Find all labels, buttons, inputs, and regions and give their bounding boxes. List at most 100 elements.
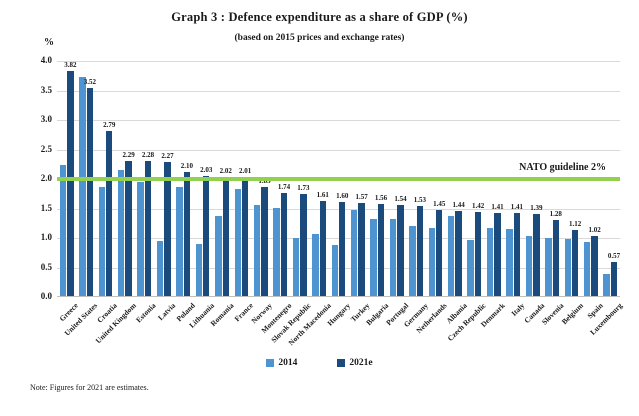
plot-area: 0.0 0.5 1.0 1.5 2.0 2.5 3.0 3.5 4.0 3.82 Greece 3.5… (41, 55, 624, 347)
value-label: 1.73 (297, 183, 310, 192)
value-label: 2.01 (239, 167, 252, 176)
bar-2021e (513, 212, 521, 296)
value-label: 1.42 (471, 202, 485, 211)
bar-2021e (591, 235, 598, 296)
bar-2021e (571, 229, 579, 296)
value-label: 2.02 (219, 166, 232, 175)
nato-guideline-label: NATO guideline 2% (519, 162, 606, 173)
value-label: 1.61 (316, 191, 329, 200)
bar-2014 (506, 228, 513, 296)
gridline (57, 120, 620, 121)
bar-2021e (300, 193, 307, 296)
y-tick-label: 1.0 (40, 232, 52, 242)
bar-2021e (241, 177, 249, 296)
bar-2021e (474, 212, 482, 296)
bar-2021e (86, 88, 93, 296)
value-label: 2.29 (122, 150, 135, 159)
bar-2014 (409, 226, 416, 296)
bar-2014 (176, 186, 183, 296)
x-tick-label: Latvia (156, 301, 178, 323)
bar-2021e (261, 186, 268, 296)
bar-2014 (389, 218, 397, 296)
legend-item-2021e: 2021e (337, 358, 373, 368)
bar-2014 (273, 207, 280, 296)
value-label: 3.52 (83, 78, 96, 87)
chart-subtitle: (based on 2015 prices and exchange rates… (234, 33, 405, 43)
bar-2014 (351, 210, 358, 296)
bar-2021e (339, 201, 346, 296)
value-label: 1.56 (374, 193, 388, 202)
bar-2014 (486, 228, 494, 296)
bar-2021e (552, 220, 559, 296)
bar-2014 (428, 228, 436, 296)
bar-2014 (545, 238, 552, 296)
value-label: 1.28 (549, 210, 562, 219)
value-label: 3.82 (64, 60, 77, 69)
bar-2021e (455, 211, 462, 296)
bar-2021e (610, 262, 618, 296)
bar-2014 (137, 182, 144, 296)
gridline (57, 149, 620, 151)
bar-2021e (397, 205, 404, 296)
value-label: 1.41 (491, 202, 504, 211)
value-label: 1.54 (394, 195, 407, 204)
bar-2021e (183, 172, 191, 296)
legend: 2014 2021e (0, 358, 639, 368)
bar-2021e (319, 201, 326, 296)
bar-2014 (564, 238, 571, 296)
bar-2014 (525, 236, 533, 296)
bar-2021e (280, 193, 288, 296)
bar-2014 (467, 239, 474, 296)
bar-2014 (603, 273, 610, 296)
bar-2021e (144, 161, 152, 296)
gridline (57, 90, 620, 92)
x-axis-line (57, 296, 620, 297)
bar-2014 (370, 218, 377, 296)
y-tick-label: 2.0 (40, 173, 52, 183)
y-tick-label: 4.0 (40, 55, 52, 65)
bar-2014 (253, 204, 261, 296)
legend-label-2014: 2014 (278, 358, 298, 368)
bar-2021e (416, 205, 424, 296)
y-tick-label: 2.5 (40, 143, 52, 154)
value-label: 1.41 (510, 202, 524, 211)
legend-label-2021e: 2021e (349, 358, 373, 368)
bar-2014 (234, 188, 241, 296)
bar-2021e (125, 160, 132, 296)
bar-2021e (436, 210, 443, 296)
value-label: 1.53 (413, 195, 426, 204)
bar-2014 (79, 77, 86, 296)
bar-2021e (494, 212, 501, 296)
bar-2021e (67, 70, 74, 296)
gridline (57, 238, 620, 239)
bar-2014 (195, 244, 203, 296)
bar-2021e (377, 203, 385, 296)
bar-2021e (358, 203, 365, 296)
gridline (57, 61, 620, 62)
value-label: 0.57 (607, 252, 621, 261)
value-label: 1.74 (277, 183, 291, 192)
bar-2014 (59, 165, 67, 296)
bar-2014 (156, 240, 164, 296)
value-label: 1.44 (452, 201, 465, 210)
value-label: 1.12 (569, 219, 582, 228)
value-label: 1.45 (433, 200, 446, 209)
footnote: Note: Figures for 2021 are estimates. (30, 383, 149, 392)
value-label: 2.79 (103, 121, 116, 130)
bar-2014 (292, 237, 300, 296)
value-label: 2.28 (141, 151, 155, 160)
value-label: 1.39 (530, 204, 543, 212)
value-label: 1.57 (355, 193, 368, 202)
bar-2014 (331, 245, 338, 296)
bar-2014 (118, 169, 125, 296)
chart-title: Graph 3 : Defence expenditure as a share… (171, 10, 468, 24)
value-label: 1.02 (588, 225, 601, 234)
x-tick-label: Estonia (134, 301, 158, 325)
bar-2021e (164, 162, 171, 296)
nato-guideline-line (57, 177, 620, 181)
y-tick-label: 0.0 (40, 291, 52, 301)
value-label: 2.10 (180, 162, 193, 171)
legend-swatch-2021e (337, 359, 346, 367)
bar-2021e (222, 176, 229, 296)
